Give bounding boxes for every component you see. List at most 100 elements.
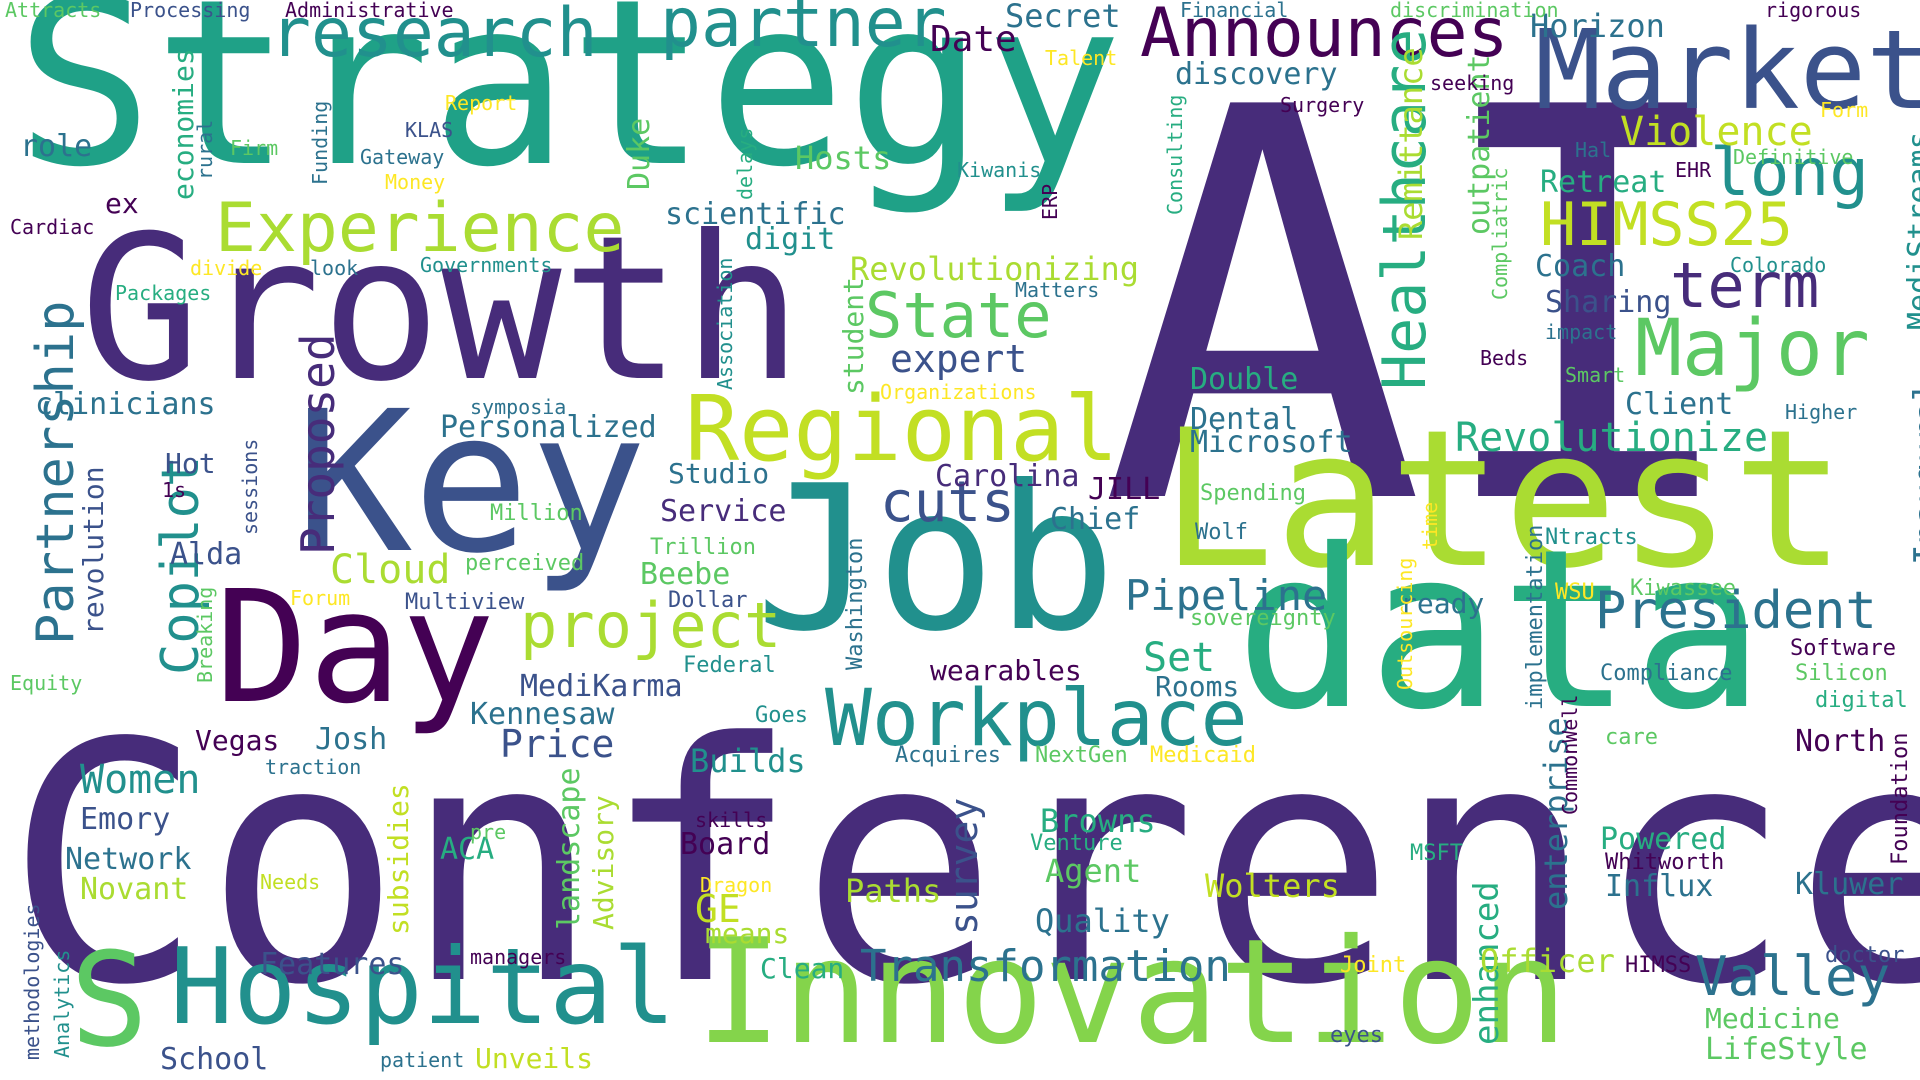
cloud-word-announces: Announces (1140, 0, 1509, 73)
cloud-word-patient: patient (380, 1048, 465, 1072)
cloud-word-dental: Dental (1190, 402, 1299, 437)
cloud-word-matters: Matters (1015, 278, 1100, 302)
cloud-word-sessions: sessions (238, 438, 262, 535)
cloud-word-proposed: Proposed (291, 333, 345, 555)
cloud-word-1s: 1s (162, 478, 187, 502)
cloud-word-cloud: Cloud (330, 547, 451, 593)
cloud-word-perceived: perceived (465, 551, 585, 576)
cloud-word-medistreams: MediStreams (1902, 131, 1920, 330)
cloud-word-administrative: Administrative (285, 0, 454, 22)
cloud-word-delays: delays (733, 127, 757, 200)
cloud-word-chief: Chief (1050, 502, 1141, 537)
cloud-word-wearables: wearables (930, 654, 1082, 687)
cloud-word-officer: Officer (1480, 942, 1615, 980)
cloud-word-vegas: Vegas (195, 724, 280, 757)
cloud-word-pipeline: Pipeline (1125, 571, 1328, 620)
cloud-word-wsu: WSU (1555, 580, 1595, 605)
cloud-word-consulting: Consulting (1163, 94, 1187, 215)
cloud-word-firm: Firm (230, 136, 279, 160)
cloud-word-analytics: Analytics (50, 949, 74, 1058)
cloud-word-digital: digital (1815, 688, 1908, 713)
cloud-word-trillion: Trillion (650, 535, 756, 560)
cloud-word-governments: Governments (420, 253, 553, 277)
cloud-word-rural: rural (193, 119, 217, 180)
cloud-word-browns: Browns (1040, 802, 1156, 840)
cloud-word-ge: GE (695, 887, 741, 931)
cloud-word-seeking: seeking (1430, 71, 1515, 95)
cloud-word-innovation: Innovation (695, 908, 1568, 1077)
cloud-word-medikarma: MediKarma (520, 669, 683, 704)
cloud-word-silicon: Silicon (1795, 661, 1888, 686)
cloud-word-ex: ex (105, 187, 139, 220)
cloud-word-research: research (270, 0, 598, 73)
cloud-word-unveils: Unveils (475, 1042, 594, 1075)
cloud-word-washington: Washington (843, 537, 868, 670)
cloud-word-transformation: Transformation (860, 941, 1231, 992)
cloud-word-duke: Duke (622, 117, 657, 190)
cloud-word-funding: Funding (308, 100, 332, 185)
cloud-word-million: Million (490, 501, 583, 526)
cloud-word-organizations: Organizations (880, 380, 1037, 404)
cloud-word-ehr: EHR (1675, 158, 1712, 182)
cloud-word-nextgen: NextGen (1035, 743, 1128, 768)
cloud-word-colorado: Colorado (1730, 253, 1827, 277)
cloud-word-clinicians: clinicians (35, 387, 216, 422)
cloud-word-cuts: cuts (880, 470, 1015, 535)
cloud-word-digit: digit (745, 222, 836, 257)
cloud-word-traction: traction (265, 755, 362, 779)
cloud-word-emory: Emory (80, 802, 171, 837)
cloud-word-novant: Novant (80, 872, 189, 907)
cloud-word-partnership: Partnership (26, 300, 86, 645)
cloud-word-personalized: Personalized (440, 410, 657, 445)
cloud-word-market: Market (1535, 6, 1920, 134)
cloud-word-erp: ERP (1038, 183, 1062, 220)
cloud-word-report: Report (445, 91, 518, 115)
cloud-word-horizon: Horizon (1530, 7, 1665, 45)
cloud-word-hot: Hot (165, 447, 216, 480)
cloud-word-valley: Valley (1695, 945, 1891, 1008)
cloud-word-look: look (310, 256, 359, 280)
cloud-word-smart: Smart (1565, 363, 1626, 387)
cloud-word-studio: Studio (668, 457, 770, 490)
cloud-word-client: Client (1625, 387, 1734, 422)
cloud-word-set: Set (1143, 635, 1216, 681)
cloud-word-skills: skills (695, 808, 768, 832)
cloud-word-time: time (1418, 501, 1442, 550)
cloud-word-price: Price (500, 722, 615, 766)
cloud-word-whitworth: Whitworth (1605, 850, 1725, 875)
cloud-word-conference: Conference (5, 673, 1920, 1057)
cloud-word-pre: pre (470, 820, 507, 844)
cloud-word-surgery: Surgery (1280, 93, 1365, 117)
cloud-word-builds: Builds (690, 742, 806, 780)
cloud-word-coach: Coach (1535, 249, 1626, 284)
cloud-word-north: North (1795, 724, 1886, 759)
cloud-word-discovery: discovery (1175, 57, 1338, 92)
cloud-word-doctor: doctor (1825, 943, 1905, 968)
cloud-word-talent: Talent (1045, 46, 1118, 70)
cloud-word-influx: Influx (1605, 869, 1714, 904)
cloud-word-kennesaw: Kennesaw (470, 697, 615, 732)
cloud-word-foundation: Foundation (1888, 732, 1913, 865)
cloud-word-care: care (1605, 725, 1658, 750)
cloud-word-quality: Quality (1035, 902, 1170, 940)
cloud-word-wolf: Wolf (1195, 520, 1248, 545)
cloud-word-equity: Equity (10, 671, 83, 695)
cloud-word-aca: ACA (440, 832, 495, 867)
cloud-word-women: Women (80, 757, 201, 803)
cloud-word-long: long (1710, 134, 1869, 211)
cloud-word-msft: MSFT (1410, 841, 1463, 866)
cloud-word-subsidies: subsidies (382, 783, 415, 935)
cloud-word-joint: Joint (1340, 953, 1407, 978)
cloud-word-revolutionizing: Revolutionizing (850, 250, 1139, 288)
cloud-word-impact: impact (1545, 320, 1618, 344)
cloud-word-s: S (70, 924, 149, 1076)
cloud-word-beds: Beds (1480, 346, 1529, 370)
cloud-word-service: Service (660, 494, 787, 529)
cloud-word-strategy: Strategy (15, 0, 1123, 218)
cloud-word-violence: Violence (1620, 109, 1813, 155)
cloud-word-alda: Alda (170, 537, 243, 572)
cloud-word-carolina: Carolina (935, 459, 1080, 494)
cloud-word-retreat: Retreat (1540, 165, 1667, 200)
cloud-word-implementation: implementation (1523, 524, 1548, 710)
cloud-word-goes: Goes (755, 703, 808, 728)
